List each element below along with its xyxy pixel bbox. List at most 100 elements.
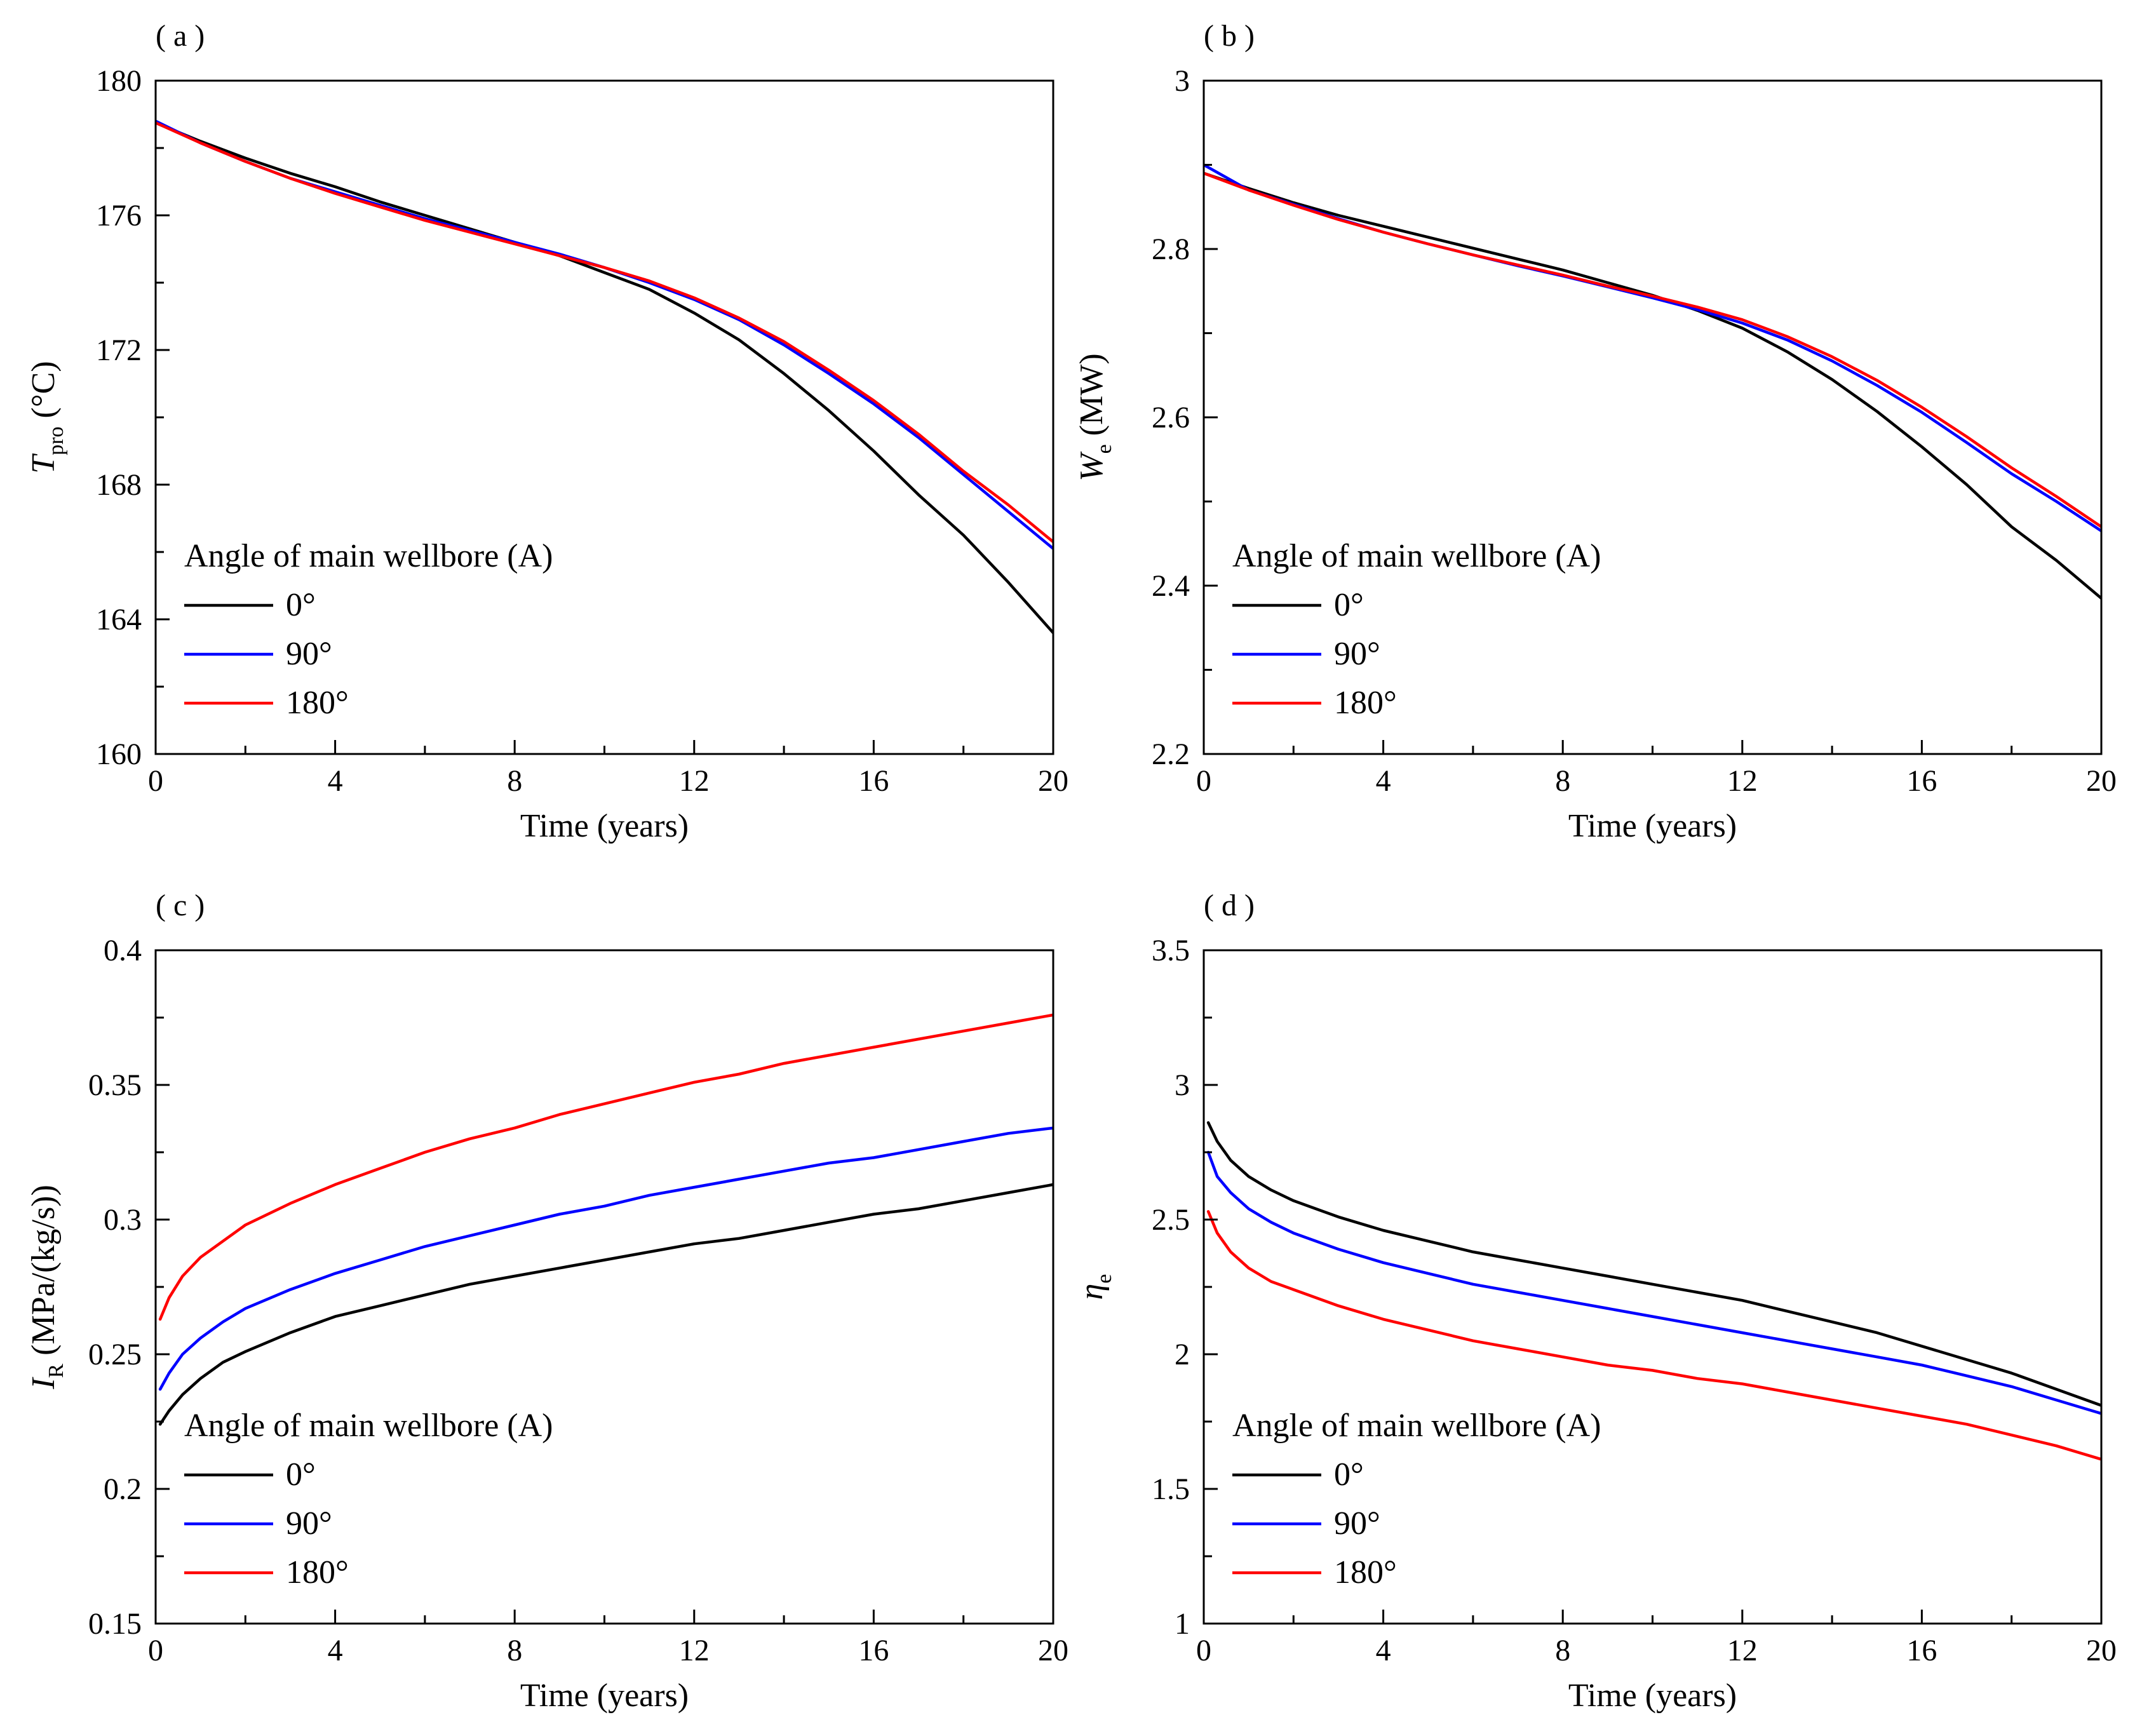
legend-label: 180° <box>286 685 349 721</box>
y-axis-label-unit: (°C) <box>25 361 62 426</box>
legend-label: 90° <box>1334 636 1380 672</box>
y-tick-label: 180 <box>96 64 142 98</box>
legend-label: 90° <box>286 636 332 672</box>
legend-label: 0° <box>286 1457 316 1493</box>
y-tick-label: 2.6 <box>1152 401 1190 434</box>
y-tick-label: 0.2 <box>104 1472 142 1506</box>
y-axis-label-subscript: e <box>1093 1274 1116 1284</box>
x-tick-label: 12 <box>1727 764 1758 798</box>
y-tick-label: 0.25 <box>88 1338 142 1371</box>
x-axis-label: Time (years) <box>1568 808 1737 844</box>
x-tick-label: 20 <box>1038 1634 1068 1667</box>
x-tick-label: 4 <box>1376 764 1391 798</box>
x-tick-label: 4 <box>328 1634 343 1667</box>
series-lines <box>1206 1121 2101 1461</box>
legend-label: 90° <box>1334 1505 1380 1542</box>
x-tick-label: 16 <box>858 1634 889 1667</box>
panel-label: ( a ) <box>156 19 205 53</box>
y-tick-label: 164 <box>96 603 142 636</box>
panel-c: ( c ) 0 4 8 12 16 20 0.15 0.2 0.25 0.3 0.35 0.4 Time … <box>25 889 1068 1714</box>
y-tick-label: 0.3 <box>104 1203 142 1237</box>
x-tick-label: 20 <box>2086 764 2117 798</box>
legend-title: Angle of main wellbore (A) <box>1232 538 1601 574</box>
x-tick-label: 20 <box>2086 1634 2117 1667</box>
y-tick-label: 2.4 <box>1152 569 1190 603</box>
x-tick-label: 8 <box>507 764 522 798</box>
y-axis-label-subscript: e <box>1093 444 1116 454</box>
y-axis-label: Tpro (°C) <box>25 361 68 473</box>
legend-label: 180° <box>286 1554 349 1591</box>
series-line-2 <box>1206 1210 2101 1461</box>
legend-label: 0° <box>1334 1457 1364 1493</box>
legend-label: 0° <box>286 587 316 623</box>
series-line-0 <box>1204 172 2101 600</box>
x-tick-label: 12 <box>679 1634 710 1667</box>
y-axis-label: ηe <box>1074 1274 1116 1300</box>
y-axis-label-symbol: η <box>1074 1284 1110 1300</box>
legend-title: Angle of main wellbore (A) <box>184 1408 553 1444</box>
y-tick-label: 2.2 <box>1152 737 1190 771</box>
y-axis-label: IR (MPa/(kg/s)) <box>25 1185 68 1390</box>
x-tick-label: 0 <box>1196 764 1211 798</box>
x-tick-label: 12 <box>679 764 710 798</box>
series-line-2 <box>156 121 1053 544</box>
panel-d: ( d ) 0 4 8 12 16 20 1 1.5 2 2.5 3 3.5 Time (years) ηe… <box>1074 889 2117 1714</box>
y-tick-label: 0.4 <box>104 934 142 967</box>
y-tick-label: 3 <box>1175 1068 1190 1102</box>
series-line-1 <box>1206 1150 2101 1415</box>
y-tick-label: 0.15 <box>88 1607 142 1641</box>
legend-title: Angle of main wellbore (A) <box>1232 1408 1601 1444</box>
y-tick-label: 168 <box>96 468 142 502</box>
y-axis-label-unit: (MPa/(kg/s)) <box>25 1185 62 1364</box>
y-tick-label: 0.35 <box>88 1068 142 1102</box>
y-axis-label-unit: (MW) <box>1074 353 1110 444</box>
series-line-1 <box>158 1126 1053 1391</box>
panel-label: ( c ) <box>156 889 205 922</box>
y-tick-label: 3 <box>1175 64 1190 98</box>
x-tick-label: 4 <box>1376 1634 1391 1667</box>
x-tick-label: 0 <box>148 1634 163 1667</box>
x-tick-label: 0 <box>148 764 163 798</box>
y-tick-label: 2 <box>1175 1338 1190 1371</box>
y-tick-label: 2.8 <box>1152 232 1190 266</box>
y-tick-label: 1.5 <box>1152 1472 1190 1506</box>
y-tick-label: 172 <box>96 333 142 367</box>
series-line-0 <box>158 1183 1053 1426</box>
panel-label: ( d ) <box>1204 889 1255 922</box>
series-lines <box>158 1013 1053 1426</box>
x-tick-label: 16 <box>1906 764 1937 798</box>
x-tick-label: 4 <box>328 764 343 798</box>
x-tick-label: 8 <box>1555 764 1570 798</box>
x-tick-label: 8 <box>507 1634 522 1667</box>
y-tick-label: 2.5 <box>1152 1203 1190 1237</box>
x-tick-label: 16 <box>1906 1634 1937 1667</box>
x-tick-label: 8 <box>1555 1634 1570 1667</box>
series-lines <box>1204 163 2101 600</box>
legend-label: 180° <box>1334 685 1397 721</box>
y-axis-label-subscript: pro <box>44 426 68 455</box>
series-line-2 <box>1204 172 2101 528</box>
x-tick-label: 0 <box>1196 1634 1211 1667</box>
legend-label: 90° <box>286 1505 332 1542</box>
legend-label: 180° <box>1334 1554 1397 1591</box>
y-axis-label-symbol: I <box>25 1376 62 1390</box>
y-tick-label: 3.5 <box>1152 934 1190 967</box>
x-axis-label: Time (years) <box>1568 1678 1737 1714</box>
series-line-2 <box>158 1013 1053 1321</box>
series-line-0 <box>1206 1121 2101 1407</box>
legend-label: 0° <box>1334 587 1364 623</box>
x-tick-label: 16 <box>858 764 889 798</box>
y-tick-label: 160 <box>96 737 142 771</box>
panel-a: ( a ) 0 4 8 12 16 20 160 164 168 172 176 180 Time (ye… <box>25 19 1068 844</box>
y-axis-label-symbol: T <box>25 454 62 474</box>
y-axis-label: We (MW) <box>1074 353 1116 481</box>
y-tick-label: 176 <box>96 199 142 232</box>
x-axis-label: Time (years) <box>520 1678 689 1714</box>
legend-title: Angle of main wellbore (A) <box>184 538 553 574</box>
panel-b: ( b ) 0 4 8 12 16 20 2.2 2.4 2.6 2.8 3 Time (years) W… <box>1074 19 2117 844</box>
series-lines <box>156 119 1053 635</box>
panel-label: ( b ) <box>1204 19 1255 53</box>
x-axis-label: Time (years) <box>520 808 689 844</box>
x-tick-label: 12 <box>1727 1634 1758 1667</box>
